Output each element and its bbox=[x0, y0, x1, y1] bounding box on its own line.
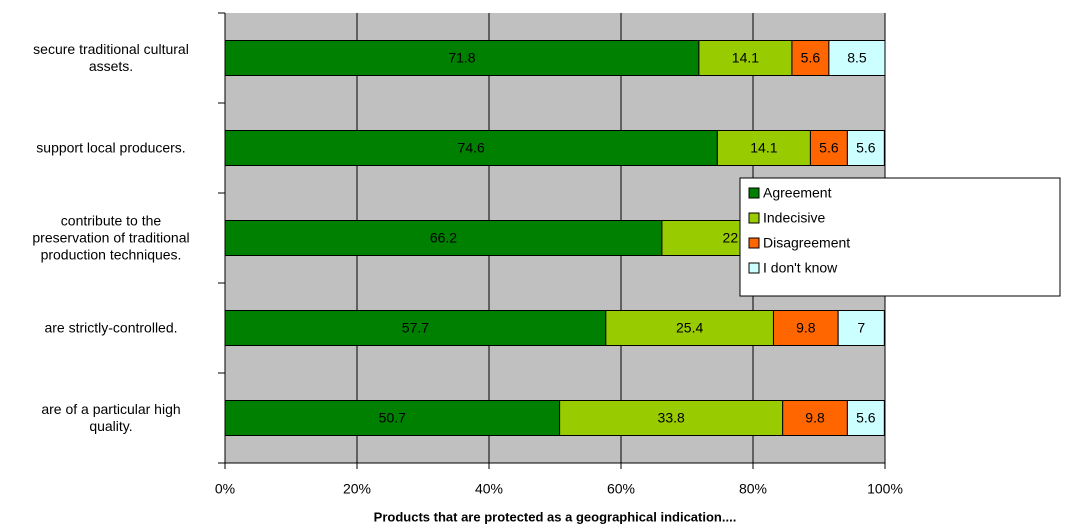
x-axis-title: Products that are protected as a geograp… bbox=[374, 509, 737, 524]
legend-swatch bbox=[748, 212, 760, 224]
bar-segment bbox=[559, 400, 784, 436]
x-tick-label: 80% bbox=[739, 481, 767, 497]
y-tick-label: secure traditional cultural assets. bbox=[33, 41, 189, 74]
bar-segment bbox=[224, 220, 663, 256]
y-tick-label: contribute to the preservation of tradit… bbox=[32, 212, 190, 263]
legend-label: Agreement bbox=[763, 185, 832, 201]
legend-label: Disagreement bbox=[763, 235, 850, 251]
data-label: 5.6 bbox=[819, 140, 839, 156]
data-label: 57.7 bbox=[402, 320, 429, 336]
legend-label: Indecisive bbox=[763, 210, 825, 226]
data-label: 8.5 bbox=[847, 50, 867, 66]
bar-segment bbox=[846, 130, 885, 166]
x-tick-label: 40% bbox=[475, 481, 503, 497]
legend-swatch bbox=[748, 262, 760, 274]
bar-segment bbox=[846, 400, 885, 436]
bar-segment bbox=[224, 310, 607, 346]
bar-segment bbox=[605, 310, 774, 346]
bar-segment bbox=[716, 130, 811, 166]
x-tick-label: 0% bbox=[215, 481, 235, 497]
data-label: 74.6 bbox=[458, 140, 485, 156]
data-label: 5.6 bbox=[801, 50, 821, 66]
bar-segment bbox=[772, 310, 839, 346]
bar-segment bbox=[224, 40, 700, 76]
bar-segment bbox=[224, 400, 561, 436]
bar-segment bbox=[828, 40, 886, 76]
legend-swatch bbox=[748, 237, 760, 249]
data-label: 50.7 bbox=[379, 410, 406, 426]
x-tick-label: 100% bbox=[867, 481, 903, 497]
data-label: 14.1 bbox=[750, 140, 777, 156]
x-tick-label: 20% bbox=[343, 481, 371, 497]
bar-segment bbox=[782, 400, 848, 436]
data-label: 7 bbox=[857, 320, 865, 336]
bar-segment bbox=[809, 130, 848, 166]
y-tick-label: are strictly-controlled. bbox=[44, 319, 178, 336]
legend-swatch bbox=[748, 187, 760, 199]
bar-segment bbox=[837, 310, 885, 346]
data-label: 66.2 bbox=[430, 230, 457, 246]
legend-label: I don't know bbox=[763, 260, 838, 276]
legend bbox=[739, 177, 1061, 297]
bar-segment bbox=[791, 40, 830, 76]
data-label: 9.8 bbox=[796, 320, 816, 336]
x-tick-label: 60% bbox=[607, 481, 635, 497]
bar-segment bbox=[224, 130, 718, 166]
data-label: 9.8 bbox=[805, 410, 825, 426]
data-label: 14.1 bbox=[732, 50, 759, 66]
y-tick-label: are of a particular high quality. bbox=[41, 401, 181, 434]
data-label: 5.6 bbox=[856, 140, 876, 156]
data-label: 25.4 bbox=[676, 320, 703, 336]
data-label: 33.8 bbox=[658, 410, 685, 426]
data-label: 71.8 bbox=[448, 50, 475, 66]
bar-segment bbox=[698, 40, 793, 76]
data-label: 5.6 bbox=[856, 410, 876, 426]
y-tick-label: support local producers. bbox=[36, 139, 186, 156]
